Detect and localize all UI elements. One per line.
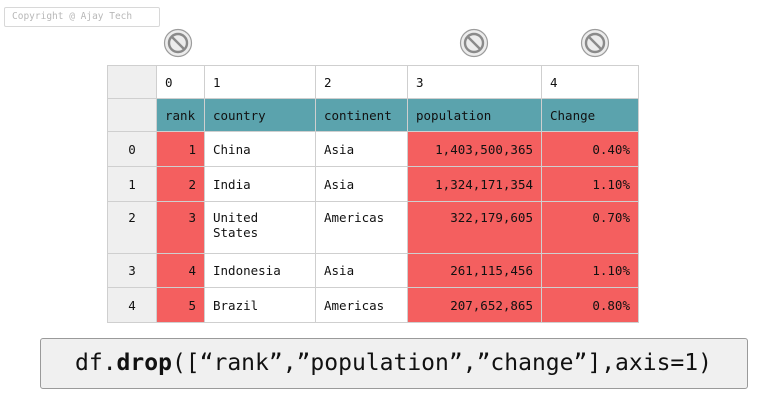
continent-cell: Asia [315, 253, 408, 288]
column-header: rank [156, 98, 205, 132]
column-number: 3 [407, 65, 542, 99]
column-name-header-row: rank country continent population Change [107, 98, 639, 132]
country-cell: India [204, 166, 316, 202]
country-cell: United States [204, 201, 316, 254]
change-cell: 0.70% [541, 201, 639, 254]
continent-cell: Americas [315, 201, 408, 254]
code-args: ([“rank”,”population”,”change”],axis=1) [171, 350, 712, 376]
continent-cell: Asia [315, 166, 408, 202]
table-row: 3 4 Indonesia Asia 261,115,456 1.10% [107, 253, 639, 288]
row-index: 3 [107, 253, 157, 288]
row-index: 2 [107, 201, 157, 254]
no-entry-icon [459, 28, 489, 58]
corner-cell [107, 65, 157, 99]
change-cell: 0.80% [541, 287, 639, 323]
copyright-label: Copyright @ Ajay Tech [4, 7, 160, 27]
column-header: Change [541, 98, 639, 132]
population-cell: 1,403,500,365 [407, 131, 542, 167]
no-entry-icon [163, 28, 193, 58]
column-number: 1 [204, 65, 316, 99]
population-cell: 1,324,171,354 [407, 166, 542, 202]
country-cell: China [204, 131, 316, 167]
dataframe-table: 0 1 2 3 4 rank country continent populat… [107, 65, 639, 323]
table-row: 4 5 Brazil Americas 207,652,865 0.80% [107, 287, 639, 323]
country-cell: Indonesia [204, 253, 316, 288]
rank-cell: 5 [156, 287, 205, 323]
corner-cell [107, 98, 157, 132]
code-snippet: df.drop([“rank”,”population”,”change”],a… [40, 338, 748, 389]
population-cell: 207,652,865 [407, 287, 542, 323]
row-index: 0 [107, 131, 157, 167]
column-number: 0 [156, 65, 205, 99]
change-cell: 1.10% [541, 166, 639, 202]
code-method: drop [116, 350, 172, 376]
rank-cell: 4 [156, 253, 205, 288]
column-number: 4 [541, 65, 639, 99]
country-cell: Brazil [204, 287, 316, 323]
population-cell: 261,115,456 [407, 253, 542, 288]
table-row: 0 1 China Asia 1,403,500,365 0.40% [107, 131, 639, 167]
population-cell: 322,179,605 [407, 201, 542, 254]
column-header: country [204, 98, 316, 132]
column-header: population [407, 98, 542, 132]
table-row: 2 3 United States Americas 322,179,605 0… [107, 201, 639, 254]
column-number-header-row: 0 1 2 3 4 [107, 65, 639, 99]
row-index: 1 [107, 166, 157, 202]
row-index: 4 [107, 287, 157, 323]
change-cell: 1.10% [541, 253, 639, 288]
rank-cell: 1 [156, 131, 205, 167]
continent-cell: Americas [315, 287, 408, 323]
rank-cell: 3 [156, 201, 205, 254]
table-row: 1 2 India Asia 1,324,171,354 1.10% [107, 166, 639, 202]
no-entry-icon [580, 28, 610, 58]
rank-cell: 2 [156, 166, 205, 202]
code-prefix: df. [75, 350, 117, 376]
change-cell: 0.40% [541, 131, 639, 167]
column-header: continent [315, 98, 408, 132]
column-number: 2 [315, 65, 408, 99]
continent-cell: Asia [315, 131, 408, 167]
